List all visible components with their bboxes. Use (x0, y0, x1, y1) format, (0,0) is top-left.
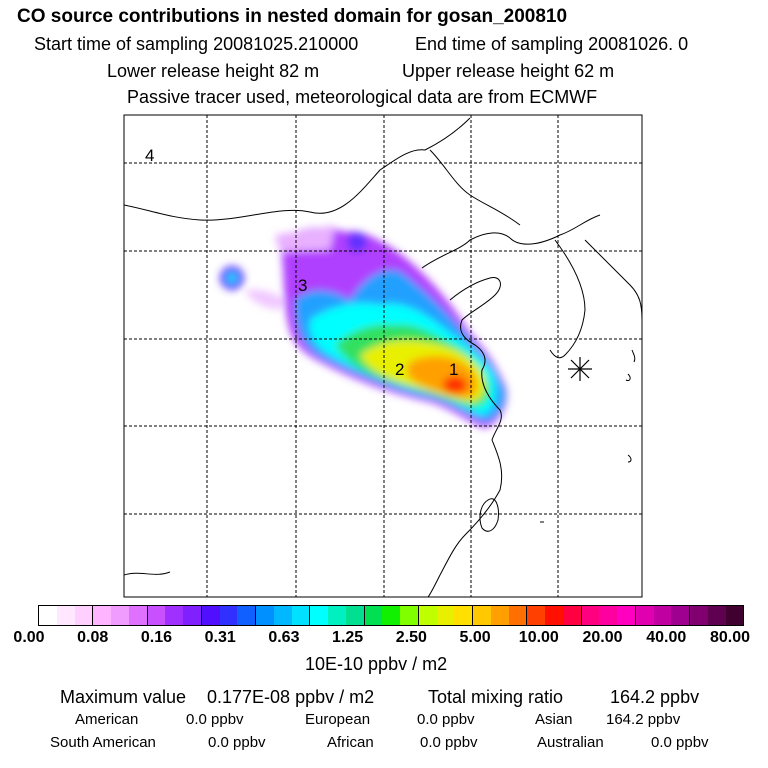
colorbar-swatch (147, 606, 166, 625)
african-value: 0.0 ppbv (420, 734, 478, 751)
colorbar-swatch (454, 606, 473, 625)
south-american-value: 0.0 ppbv (208, 734, 266, 751)
colorbar-swatch (111, 606, 129, 625)
colorbar-tick-label: 0.63 (268, 629, 300, 646)
colorbar-swatch (400, 606, 419, 625)
concentration-plume (220, 225, 508, 428)
colorbar-swatch (436, 606, 455, 625)
colorbar-tick-label: 20.00 (582, 629, 623, 646)
colorbar-tick-label: 80.00 (709, 629, 751, 646)
lower-release-label: Lower release height 82 m (107, 61, 320, 81)
colorbar-swatch (725, 606, 744, 625)
max-value-label: Maximum value (60, 687, 187, 707)
colorbar-swatch (508, 606, 528, 625)
colorbar-tick-label: 0.31 (204, 629, 236, 646)
colorbar-swatch (635, 606, 654, 625)
colorbar-swatch (545, 606, 563, 625)
page-title: CO source contributions in nested domain… (17, 6, 568, 27)
station-marker-icon (568, 357, 592, 381)
colorbar-swatch (562, 606, 582, 625)
region-label-2: 2 (395, 360, 404, 379)
south-american-label: South American (50, 734, 156, 751)
colorbar-swatch (617, 606, 636, 625)
region-label-3: 3 (298, 276, 307, 295)
total-mixing-label: Total mixing ratio (428, 687, 564, 707)
colorbar-tick-label: 0.08 (77, 629, 109, 646)
american-label: American (75, 711, 139, 728)
colorbar-unit: 10E-10 ppbv / m2 (305, 654, 448, 674)
colorbar-tick-label: 0.00 (13, 629, 45, 646)
colorbar-swatch (165, 606, 183, 625)
colorbar-tick-label: 2.50 (395, 629, 427, 646)
european-label: European (305, 711, 371, 728)
asian-value: 164.2 ppbv (606, 711, 681, 728)
colorbar-swatch (490, 606, 509, 625)
colorbar-swatch (256, 606, 274, 625)
region-label-1: 1 (449, 360, 458, 379)
colorbar-swatch (291, 606, 311, 625)
colorbar-swatch (653, 606, 672, 625)
colorbar-labels: 0.00 0.08 0.16 0.31 0.63 1.25 2.50 5.00 10.00 20.… (0, 629, 768, 651)
colorbar-swatch (599, 606, 617, 625)
african-label: African (327, 734, 374, 751)
end-time-label: End time of sampling 20081026. 0 (415, 34, 689, 54)
colorbar-swatch (128, 606, 148, 625)
colorbar-swatch (74, 606, 94, 625)
asian-label: Asian (535, 711, 573, 728)
upper-release-label: Upper release height 62 m (402, 61, 615, 81)
colorbar-swatch (310, 606, 328, 625)
colorbar-swatch (273, 606, 292, 625)
colorbar-swatch (39, 606, 57, 625)
colorbar-tick-label: 5.00 (459, 629, 491, 646)
colorbar-swatch (382, 606, 400, 625)
region-label-4: 4 (145, 146, 154, 165)
tracer-note: Passive tracer used, meteorological data… (127, 87, 598, 107)
australian-label: Australian (537, 734, 604, 751)
colorbar-swatch (364, 606, 383, 625)
colorbar-tick-label: 1.25 (332, 629, 364, 646)
colorbar-swatch (345, 606, 365, 625)
colorbar-swatch (581, 606, 600, 625)
colorbar-swatch (219, 606, 238, 625)
map-frame (123, 114, 643, 598)
australian-value: 0.0 ppbv (651, 734, 709, 751)
colorbar-swatch (473, 606, 491, 625)
colorbar-swatch (183, 606, 202, 625)
colorbar-swatch (707, 606, 726, 625)
european-value: 0.0 ppbv (417, 711, 475, 728)
colorbar-swatch (93, 606, 111, 625)
american-value: 0.0 ppbv (186, 711, 244, 728)
colorbar-swatch (201, 606, 220, 625)
colorbar-swatch (527, 606, 545, 625)
lat-lon-grid (124, 115, 642, 597)
colorbar-swatch (56, 606, 75, 625)
colorbar-swatch (418, 606, 437, 625)
map-panel: 1 2 3 4 (123, 114, 643, 598)
start-time-label: Start time of sampling 20081025.210000 (34, 34, 359, 54)
colorbar-tick-label: 0.16 (140, 629, 173, 646)
total-mixing-value: 164.2 ppbv (610, 687, 700, 707)
colorbar (38, 605, 744, 626)
colorbar-swatch (671, 606, 690, 625)
colorbar-tick-label: 40.00 (646, 629, 687, 646)
colorbar-swatch (328, 606, 346, 625)
max-value: 0.177E-08 ppbv / m2 (207, 687, 375, 707)
colorbar-swatch (690, 606, 708, 625)
colorbar-tick-label: 10.00 (518, 629, 559, 646)
colorbar-swatch (237, 606, 256, 625)
